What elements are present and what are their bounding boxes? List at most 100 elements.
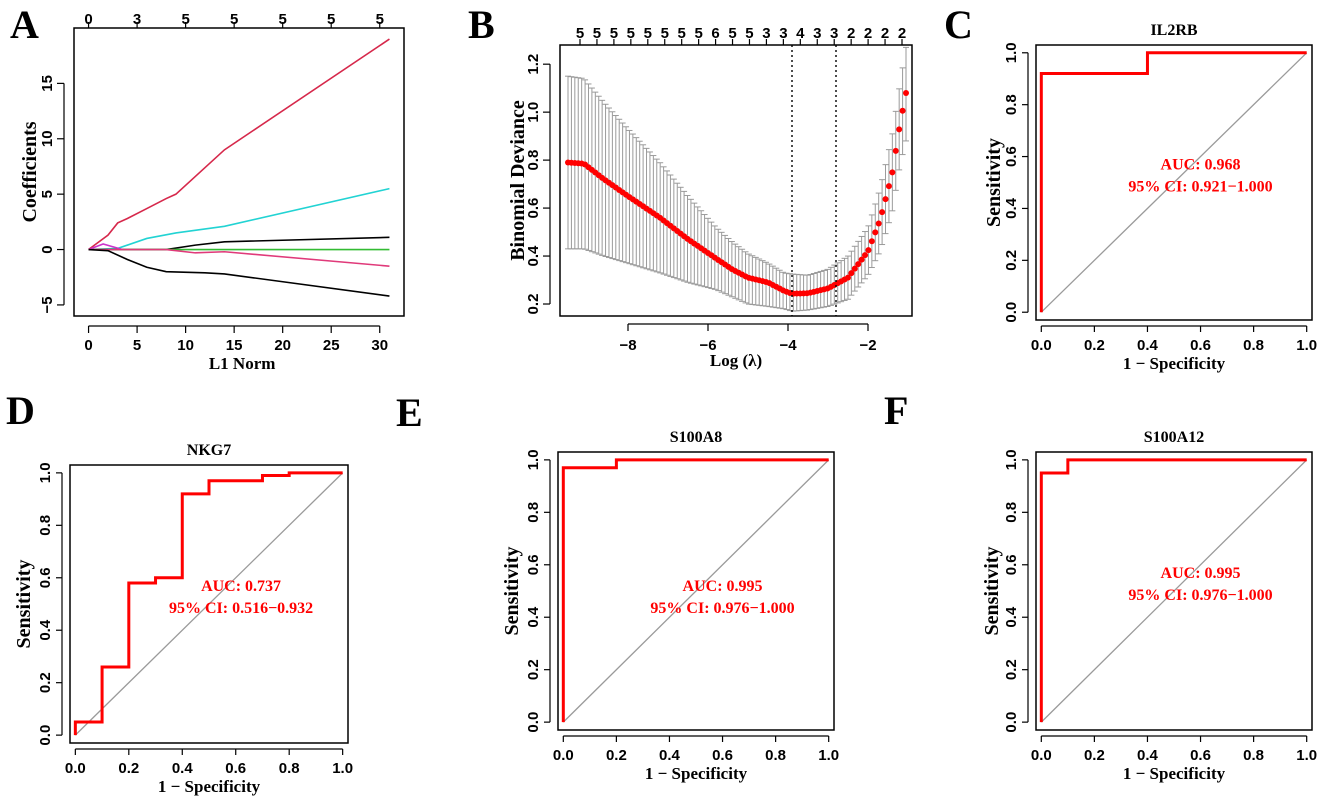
deviance-point [844,274,851,281]
y-tick-label: 0.2 [1003,659,1020,680]
ci-label: 95% CI: 0.921−1.000 [1128,179,1272,196]
y-tick-label: 0 [39,245,56,253]
panel-title: S100A12 [1144,429,1204,446]
x-tick-label: 0.2 [118,760,139,777]
panel-title: S100A8 [670,429,722,446]
x-axis-title: 1 − Specificity [645,764,748,783]
y-tick-label: 0.4 [525,606,542,628]
panel-f-roc-s100a12: S100A12 0.0 0.2 0.4 0.6 0.8 1.0 1 − Specificity… [981,429,1317,783]
top-axis-label: 2 [898,25,906,42]
x-tick-label: 0.6 [225,760,246,777]
x-tick-label: 0.2 [606,747,627,764]
x-tick-label: 1.0 [332,760,353,777]
x-tick-label: 1.0 [1296,747,1317,764]
plot-frame [557,451,835,731]
y-tick-label: 5 [39,190,56,198]
y-tick-label: 0.4 [1003,197,1020,219]
y-tick-label: 1.0 [37,462,54,483]
auc-label: AUC: 0.737 [201,578,281,595]
deviance-point [858,256,865,263]
panel-letter-d: D [6,388,35,433]
y-tick-label: 0.6 [525,198,542,219]
top-axis-label: 5 [376,11,384,28]
diagonal-reference [1040,52,1308,313]
y-tick-label: 0.0 [1003,712,1020,733]
x-tick-label: 0.8 [1243,337,1264,354]
coef-path-gene6 [88,248,390,267]
x-tick-label: 1.0 [818,747,839,764]
panel-letter-e: E [396,390,423,435]
top-axis-label: 5 [745,25,753,42]
deviance-point [872,229,879,236]
y-tick-label: 0.4 [1003,606,1020,628]
y-tick-label: 0.8 [37,515,54,536]
x-tick-label: 0.8 [279,760,300,777]
diagonal-reference [562,459,830,723]
panel-title: NKG7 [187,442,231,459]
top-axis-label: 0 [84,11,92,28]
x-tick-label: 20 [274,337,291,354]
diagonal-reference [1040,459,1308,723]
auc-label: AUC: 0.995 [1161,565,1241,582]
deviance-point [865,247,872,254]
ci-label: 95% CI: 0.516−0.932 [169,600,313,617]
plot-frame [559,44,913,317]
plot-frame [1035,451,1313,731]
top-axis-label: 5 [644,25,652,42]
top-axis-label: 4 [796,25,805,42]
y-tick-label: 0.6 [1003,146,1020,167]
x-tick-label: 30 [371,337,388,354]
y-tick-label: 0.6 [525,554,542,575]
deviance-point [855,261,862,268]
y-axis-title: Binomial Deviance [507,100,529,261]
top-axis-label: 3 [813,25,821,42]
y-tick-label: 0.6 [37,567,54,588]
panel-b-binomial-deviance: −8 −6 −4 −2 Log (λ) 0.2 0.4 0.6 0.8 1.0 1.2 Binomia… [507,25,913,370]
coef-path-gene1 [88,38,390,251]
x-tick-label: 0.6 [712,747,733,764]
y-tick-label: 0.0 [1003,302,1020,323]
deviance-point [875,220,882,227]
auc-label: AUC: 0.968 [1161,157,1241,174]
top-axis-label: 3 [133,11,141,28]
deviance-point [903,89,909,96]
top-axis-label: 6 [711,25,719,42]
y-tick-label: 0.4 [525,245,542,267]
y-axis-title: Sensitivity [981,547,1003,636]
y-axis-title: Sensitivity [983,138,1005,227]
plot-frame [1035,44,1313,321]
x-axis-title: 1 − Specificity [1123,764,1226,783]
y-tick-label: 1.0 [525,449,542,470]
x-tick-label: 0.6 [1190,337,1211,354]
x-tick-label: 10 [177,337,194,354]
coef-path-gene5 [88,243,123,251]
x-tick-label: 0.0 [1031,747,1052,764]
y-tick-label: 0.8 [525,150,542,171]
top-axis-label: 3 [779,25,787,42]
deviance-point [885,183,892,190]
deviance-point [879,209,886,216]
y-tick-label: 1.0 [1003,42,1020,63]
top-axis-label: 5 [327,11,335,28]
x-tick-label: −2 [859,337,876,354]
deviance-point [868,238,875,245]
top-axis-label: 5 [627,25,635,42]
ci-label: 95% CI: 0.976−1.000 [650,600,794,617]
y-tick-label: 0.2 [1003,250,1020,271]
y-axis-title: Coefficients [19,121,41,222]
y-tick-label: 0.2 [525,659,542,680]
panel-a-lasso-coefficients: 0 5 10 15 20 25 30 L1 Norm −5 0 5 10 15 Coefficients 0… [19,11,405,373]
panel-letter-b: B [468,2,495,47]
roc-curve [1039,458,1307,723]
x-axis-title: 1 − Specificity [1123,354,1226,373]
top-axis-label: 5 [181,11,189,28]
y-tick-label: 0.2 [37,672,54,693]
x-tick-label: 0.0 [553,747,574,764]
top-axis-label: 5 [279,11,287,28]
x-tick-label: 15 [226,337,243,354]
diagonal-reference [74,472,344,736]
top-axis-label: 3 [762,25,770,42]
roc-curve [73,471,343,736]
top-axis-label: 5 [576,25,584,42]
